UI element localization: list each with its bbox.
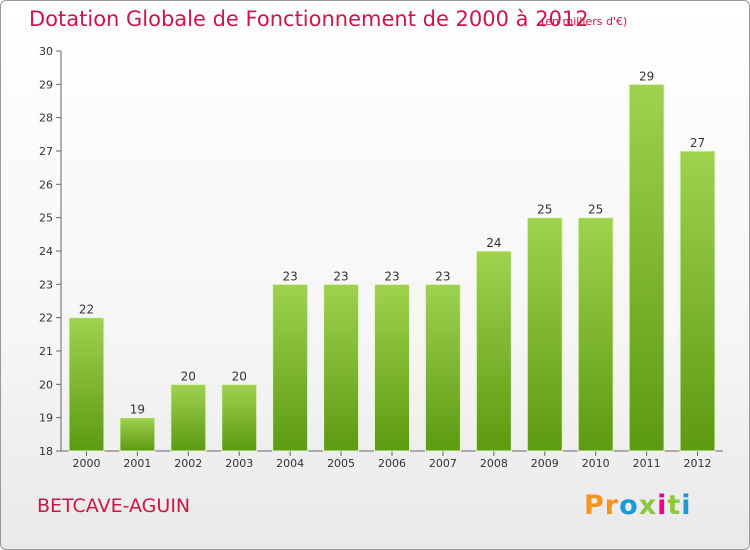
y-tick-label: 20 bbox=[39, 378, 53, 391]
logo-letter: i bbox=[681, 490, 692, 521]
x-tick-label: 2007 bbox=[429, 457, 457, 470]
bar-2002 bbox=[170, 383, 207, 452]
bar-value-label: 20 bbox=[181, 369, 196, 383]
bar-value-label: 23 bbox=[333, 269, 348, 283]
logo-letter: x bbox=[638, 490, 658, 521]
x-tick-label: 2006 bbox=[378, 457, 406, 470]
x-tick-label: 2010 bbox=[582, 457, 610, 470]
x-tick-label: 2004 bbox=[276, 457, 304, 470]
bar-2009 bbox=[526, 217, 563, 452]
bar-2005 bbox=[323, 283, 360, 452]
chart-units: (en milliers d'€) bbox=[541, 15, 628, 28]
bar-2000 bbox=[68, 317, 105, 452]
x-tick-label: 2009 bbox=[531, 457, 559, 470]
bar-2007 bbox=[424, 283, 461, 452]
x-tick-label: 2008 bbox=[480, 457, 508, 470]
bar-value-label: 25 bbox=[588, 203, 603, 217]
bar-value-label: 23 bbox=[384, 269, 399, 283]
bar-value-label: 23 bbox=[283, 269, 298, 283]
x-tick-label: 2012 bbox=[684, 457, 712, 470]
logo-letter: r bbox=[604, 490, 620, 521]
chart-bars: 22 19 20 20 23 23 23 23 24 25 25 29 27 bbox=[68, 69, 716, 452]
bar-value-label: 29 bbox=[639, 69, 654, 83]
bar-2004 bbox=[272, 283, 309, 452]
chart-title: Dotation Globale de Fonctionnement de 20… bbox=[29, 7, 589, 31]
y-tick-label: 28 bbox=[39, 112, 53, 125]
bar-2010 bbox=[577, 217, 614, 452]
x-tick-label: 2000 bbox=[72, 457, 100, 470]
bar-value-label: 27 bbox=[690, 136, 705, 150]
bar-2006 bbox=[374, 283, 410, 452]
bar-2008 bbox=[475, 250, 512, 452]
logo-letter: o bbox=[619, 490, 639, 521]
bar-2003 bbox=[221, 383, 258, 452]
x-tick-label: 2005 bbox=[327, 457, 355, 470]
logo-letter: i bbox=[657, 490, 668, 521]
bar-2012 bbox=[679, 150, 716, 452]
bar-value-label: 20 bbox=[232, 369, 247, 383]
y-tick-label: 26 bbox=[39, 178, 53, 191]
y-tick-label: 18 bbox=[39, 445, 53, 458]
bar-value-label: 24 bbox=[486, 236, 501, 250]
bar-2001 bbox=[119, 417, 156, 452]
bar-2011 bbox=[628, 83, 665, 452]
y-tick-label: 22 bbox=[39, 312, 53, 325]
commune-name: BETCAVE-AGUIN bbox=[37, 495, 191, 517]
y-tick-label: 19 bbox=[39, 412, 53, 425]
bar-value-label: 23 bbox=[435, 269, 450, 283]
y-tick-label: 29 bbox=[39, 78, 53, 91]
x-tick-label: 2002 bbox=[174, 457, 202, 470]
x-tick-label: 2011 bbox=[633, 457, 661, 470]
chart-axes: 18 19 20 21 22 23 24 25 26 27 28 29 30 2000 2001 2002 20… bbox=[39, 45, 723, 470]
y-tick-label: 27 bbox=[39, 145, 53, 158]
logo-letter: t bbox=[667, 490, 682, 521]
bar-value-label: 19 bbox=[130, 403, 145, 417]
proxiti-logo[interactable]: Proxiti bbox=[584, 490, 692, 521]
y-tick-label: 25 bbox=[39, 212, 53, 225]
bar-value-label: 25 bbox=[537, 203, 552, 217]
y-tick-label: 24 bbox=[39, 245, 53, 258]
y-tick-label: 23 bbox=[39, 278, 53, 291]
x-tick-label: 2003 bbox=[225, 457, 253, 470]
x-tick-label: 2001 bbox=[123, 457, 151, 470]
y-tick-label: 21 bbox=[39, 345, 53, 358]
logo-letter: P bbox=[584, 490, 605, 521]
bar-value-label: 22 bbox=[79, 303, 94, 317]
y-tick-label: 30 bbox=[39, 45, 53, 58]
